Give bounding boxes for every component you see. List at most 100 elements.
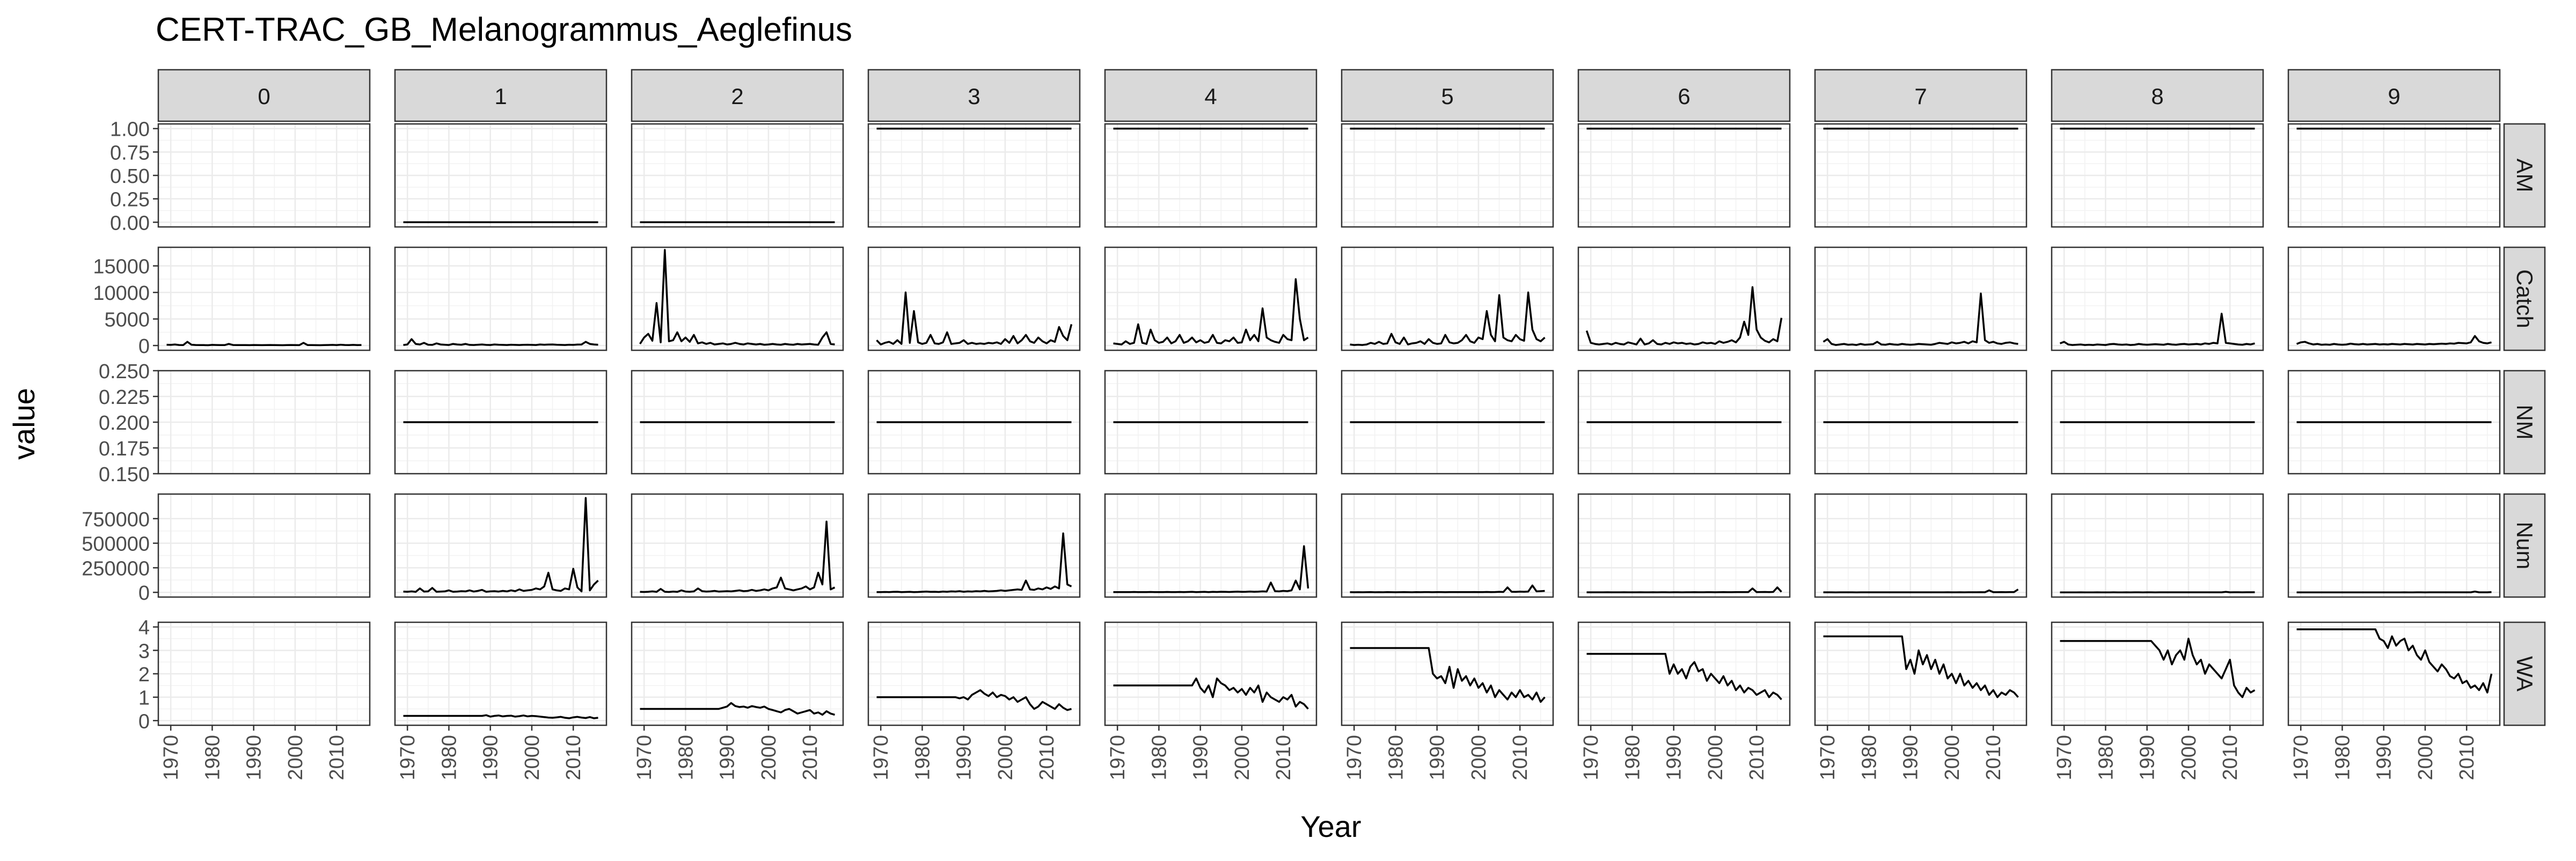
y-tick-label-Num: 250000 (82, 557, 150, 580)
panel-border (1577, 370, 1791, 475)
facet-strip-row-AM (2503, 123, 2546, 228)
series-line-Num-7 (1823, 588, 2019, 593)
x-tick-label: 1980 (201, 735, 224, 781)
x-tick-label: 1980 (675, 735, 697, 781)
x-tick-label: 2000 (1704, 735, 1727, 781)
panel-NM-0 (157, 370, 371, 475)
panel-background (632, 494, 843, 597)
panel-border (1341, 370, 1554, 475)
panel-Catch-9 (2287, 246, 2501, 351)
y-tick-label-NM: 0.200 (99, 412, 150, 435)
facet-panels: 0 1 2 3 4 5 6 7 8 9AM0.000.250.500.751.00Catch050… (82, 69, 2546, 781)
x-tick-label: 2000 (994, 735, 1017, 781)
y-tick-label-WA: 0 (138, 710, 150, 733)
panel-border (2287, 370, 2501, 475)
panel-NM-9 (2287, 370, 2501, 475)
y-tick-label-NM: 0.175 (99, 438, 150, 460)
panel-border (1104, 246, 1318, 351)
facet-strip-col-4 (1104, 69, 1318, 122)
y-tick-label-NM: 0.225 (99, 386, 150, 409)
panel-border (1104, 621, 1318, 726)
panel-Catch-5 (1341, 246, 1554, 351)
x-tick-label: 1970 (1107, 735, 1129, 781)
facet-strip-col-2 (631, 69, 844, 122)
y-tick-label-WA: 3 (138, 640, 150, 663)
series-line-Num-9 (2296, 590, 2492, 593)
panel-AM-7 (1814, 123, 2028, 228)
x-tick-label: 2010 (326, 735, 348, 781)
series-line-Num-3 (876, 532, 1072, 593)
x-tick-label: 2000 (1468, 735, 1490, 781)
series-line-Catch-1 (403, 338, 598, 346)
y-axis-label: value (7, 388, 41, 460)
panel-background (158, 247, 370, 350)
x-tick-label: 1990 (1900, 735, 1922, 781)
y-tick-label-AM: 0.50 (110, 165, 150, 188)
x-tick-label: 2000 (1231, 735, 1254, 781)
facet-strip-label-row-Catch: Catch (2512, 269, 2537, 328)
facet-strip-label-col-2: 2 (731, 84, 743, 109)
panel-WA-9: 1970 1980 1990 2000 2010 (2287, 621, 2501, 781)
series-line-Catch-4 (1113, 278, 1309, 345)
x-tick-label: 1980 (2095, 735, 2117, 781)
y-tick-label-Catch: 10000 (93, 282, 150, 305)
panel-border (1814, 246, 2028, 351)
y-tick-label-Num: 750000 (82, 509, 150, 531)
panel-AM-3 (867, 123, 1081, 228)
panel-WA-6: 1970 1980 1990 2000 2010 (1577, 621, 1791, 781)
panel-Catch-4 (1104, 246, 1318, 351)
facet-strip-col-7 (1814, 69, 2028, 122)
x-tick-label: 1980 (438, 735, 460, 781)
panel-WA-4: 1970 1980 1990 2000 2010 (1104, 621, 1318, 781)
x-axis-label: Year (1300, 810, 1361, 843)
panel-AM-4 (1104, 123, 1318, 228)
facet-strip-col-5 (1341, 69, 1554, 122)
panel-background (1105, 494, 1316, 597)
panel-border (1577, 621, 1791, 726)
facet-strip-label-col-8: 8 (2151, 84, 2163, 109)
panel-NM-6 (1577, 370, 1791, 475)
x-tick-label: 1970 (633, 735, 656, 781)
panel-border (1814, 123, 2028, 228)
panel-border (631, 621, 844, 726)
panel-AM-1 (394, 123, 608, 228)
panel-border (867, 493, 1081, 598)
panel-border (1341, 493, 1554, 598)
y-tick-label-Num: 0 (138, 582, 150, 605)
series-line-Num-1 (403, 497, 599, 593)
panel-background (2052, 494, 2263, 597)
x-tick-label: 2000 (2414, 735, 2437, 781)
series-line-Catch-9 (2296, 335, 2492, 346)
panel-background (868, 494, 1080, 597)
x-tick-label: 1990 (1663, 735, 1686, 781)
panel-border (631, 123, 844, 228)
panel-NM-8 (2051, 370, 2264, 475)
x-tick-label: 1970 (397, 735, 419, 781)
panel-border (867, 370, 1081, 475)
series-line-Catch-3 (876, 291, 1073, 345)
series-line-Catch-2 (639, 249, 835, 346)
x-tick-label: 2000 (1941, 735, 1964, 781)
panel-Catch-3 (867, 246, 1081, 351)
panel-Catch-0 (157, 246, 371, 351)
panel-border (2051, 123, 2264, 228)
x-tick-label: 1990 (2373, 735, 2396, 781)
series-line-WA-9 (2296, 628, 2493, 694)
panel-border (631, 370, 844, 475)
y-tick-label-WA: 1 (138, 687, 150, 710)
chart-title: CERT-TRAC_GB_Melanogrammus_Aeglefinus (156, 11, 852, 48)
facet-strip-row-Catch (2503, 246, 2546, 351)
x-tick-label: 2010 (2456, 735, 2478, 781)
panel-border (157, 621, 371, 726)
panel-border (1814, 370, 2028, 475)
panel-border (631, 246, 844, 351)
panel-NM-7 (1814, 370, 2028, 475)
x-tick-label: 1990 (716, 735, 739, 781)
panel-border (1104, 123, 1318, 228)
facet-strip-col-8 (2051, 69, 2264, 122)
panel-background (158, 494, 370, 597)
panel-border (1577, 123, 1791, 228)
panel-border (394, 493, 608, 598)
facet-strip-label-row-WA: WA (2512, 656, 2537, 691)
series-line-Catch-7 (1823, 292, 2018, 346)
